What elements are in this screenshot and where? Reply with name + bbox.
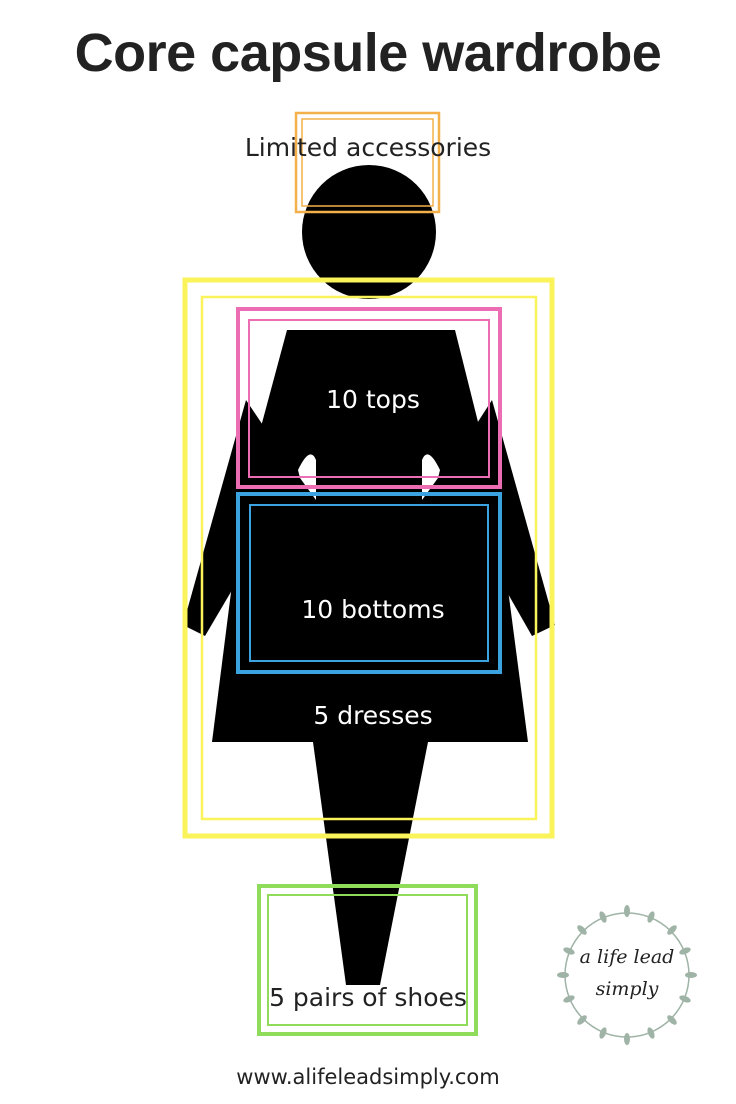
- woman-silhouette: [183, 165, 555, 985]
- bottoms-box: [236, 492, 502, 674]
- shoes-label: 5 pairs of shoes: [269, 983, 467, 1012]
- silhouette-left-arm: [183, 400, 298, 636]
- shoes-box: [257, 884, 478, 1036]
- logo-text-line1: a life lead: [579, 946, 675, 968]
- logo-text-line2: simply: [595, 978, 659, 1000]
- page-title: Core capsule wardrobe: [74, 23, 662, 83]
- silhouette-head: [302, 165, 436, 299]
- accessories-label: Limited accessories: [244, 133, 492, 162]
- brand-logo: a life lead simply: [552, 900, 702, 1050]
- accessories-box: [294, 111, 441, 214]
- silhouette-dress: [212, 330, 528, 742]
- silhouette-legs: [313, 742, 428, 985]
- footer-url: www.alifeleadsimply.com: [236, 1065, 500, 1089]
- tops-box: [236, 307, 502, 489]
- dresses-box: [182, 277, 555, 839]
- bottoms-label: 10 bottoms: [301, 595, 445, 624]
- tops-label: 10 tops: [326, 385, 420, 414]
- wreath-icon: [557, 905, 697, 1045]
- dresses-label: 5 dresses: [313, 701, 433, 730]
